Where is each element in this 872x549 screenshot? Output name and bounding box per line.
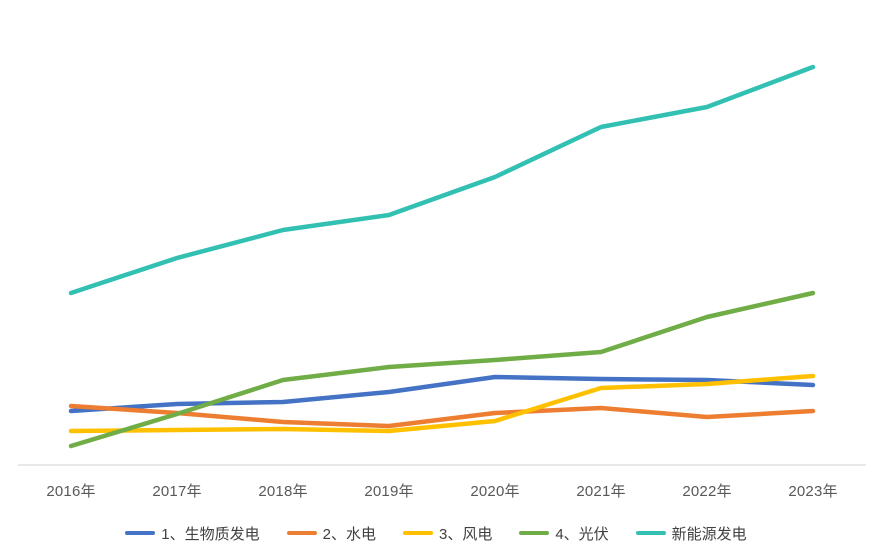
legend-label: 4、光伏 [555,525,609,543]
legend-swatch-icon [519,530,550,536]
series-lines [68,64,816,449]
series-line-4 [68,64,816,296]
legend-item-0: 1、生物质发电 [125,523,260,544]
legend-label: 新能源发电 [671,525,747,543]
legend-item-4: 新能源发电 [635,523,747,544]
series-line-3 [68,290,816,449]
legend: 1、生物质发电 2、水电 3、风电 4、光伏 新能源发电 [0,521,872,545]
legend-swatch-icon [402,530,433,536]
series-line-1 [68,403,816,429]
series-line-0 [68,374,816,414]
legend-item-2: 3、风电 [402,523,493,544]
legend-swatch-icon [635,530,666,536]
legend-swatch-icon [125,530,156,536]
legend-item-3: 4、光伏 [519,523,609,544]
legend-item-1: 2、水电 [286,523,376,544]
legend-label: 1、生物质发电 [161,525,260,543]
legend-label: 3、风电 [438,525,493,543]
legend-label: 2、水电 [322,525,376,543]
series-line-2 [68,373,816,434]
legend-swatch-icon [286,530,317,536]
